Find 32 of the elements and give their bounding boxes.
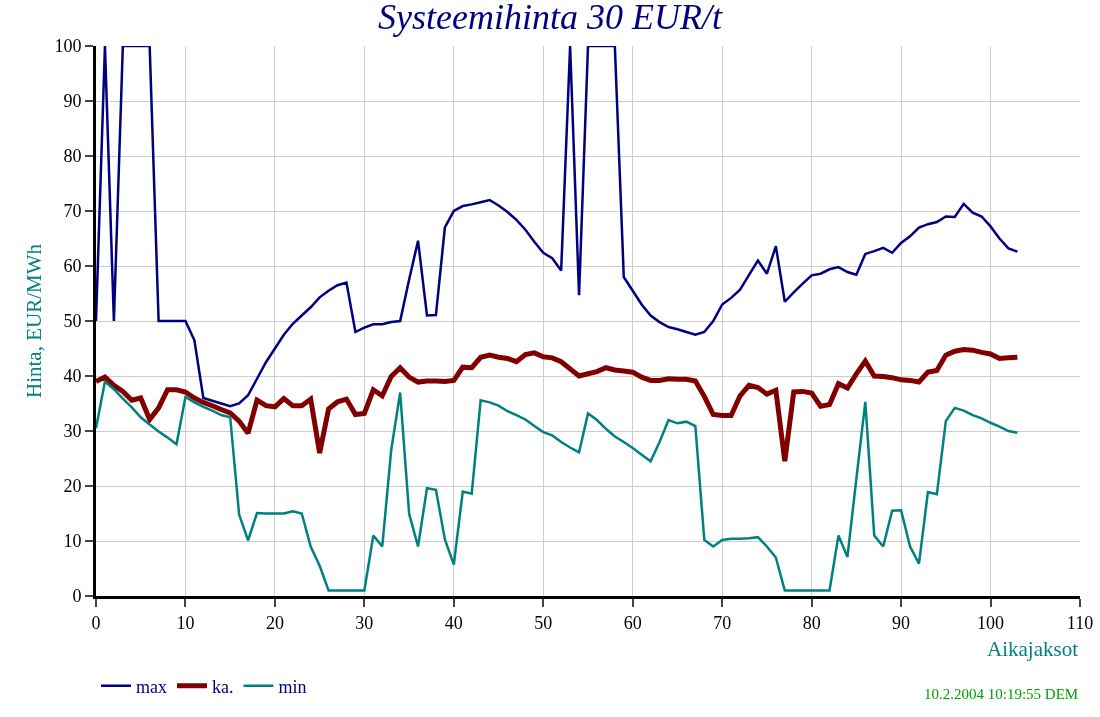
chart-title: Systeemihinta 30 EUR/t	[378, 0, 723, 37]
x-tick-label: 60	[623, 612, 642, 633]
legend-label: ka.	[212, 676, 234, 697]
y-tick-label: 20	[63, 476, 82, 497]
y-tick-label: 90	[63, 91, 82, 112]
y-tick-label: 60	[63, 256, 82, 277]
y-tick-label: 50	[63, 311, 82, 332]
x-tick-label: 30	[355, 612, 374, 633]
y-tick-label: 0	[72, 586, 82, 607]
legend-label: min	[278, 676, 307, 697]
x-tick-label: 80	[802, 612, 821, 633]
y-tick-label: 70	[63, 201, 82, 222]
y-axis-title: Hinta, EUR/MWh	[21, 243, 46, 398]
legend-label: max	[136, 676, 167, 697]
x-axis-title: Aikajaksot	[987, 637, 1079, 661]
x-tick-label: 100	[977, 612, 1005, 633]
line-series	[96, 380, 1019, 592]
text: 10.2.2004 10:19:55 DEM	[924, 686, 1079, 702]
x-tick-label: 70	[713, 612, 732, 633]
y-tick-label: 10	[63, 531, 82, 552]
x-tick-label: 50	[534, 612, 553, 633]
y-tick-label: 40	[63, 366, 82, 387]
x-tick-label: 40	[444, 612, 463, 633]
y-tick-label: 100	[54, 36, 82, 57]
x-tick-label: 10	[176, 612, 195, 633]
x-tick-label: 20	[265, 612, 284, 633]
y-tick-label: 30	[63, 421, 82, 442]
y-tick-label: 80	[63, 146, 82, 167]
x-tick-label: 90	[892, 612, 911, 633]
x-tick-label: 110	[1066, 612, 1094, 633]
line-series	[96, 46, 1019, 408]
x-tick-label: 0	[91, 612, 101, 633]
